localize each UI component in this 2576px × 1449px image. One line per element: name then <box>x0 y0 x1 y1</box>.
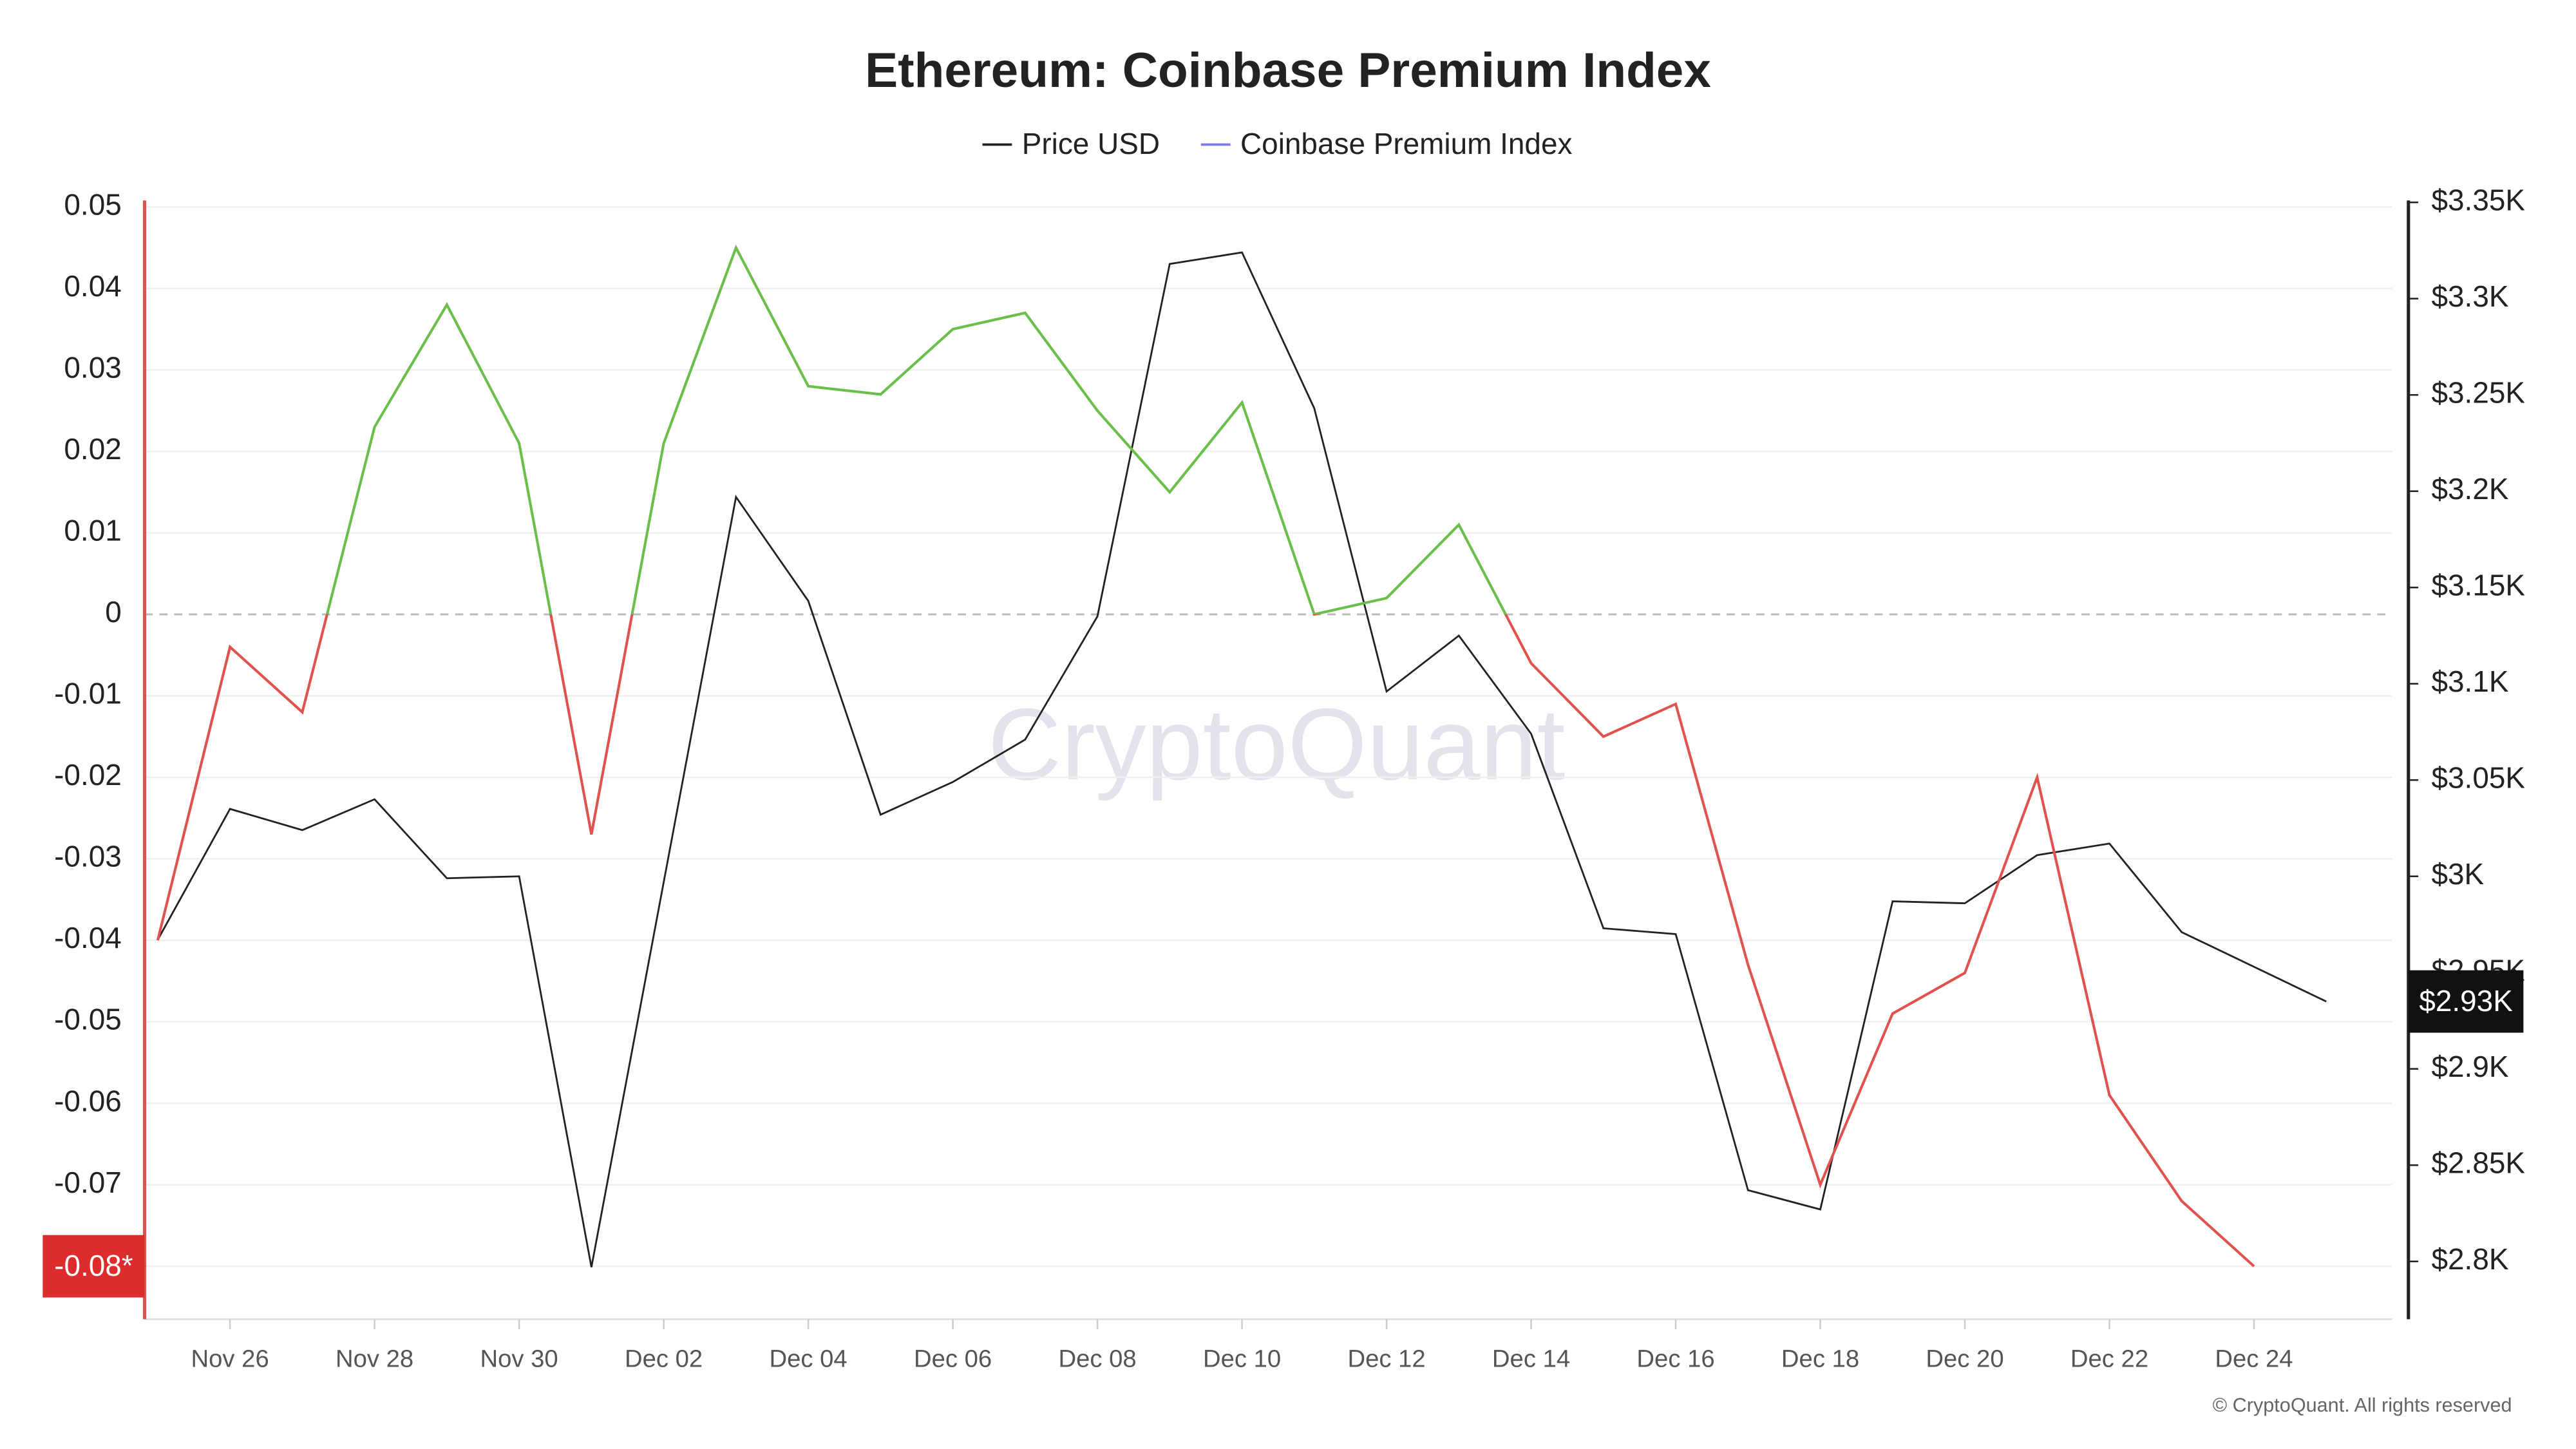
y-tick-label: 0.03 <box>64 351 121 384</box>
y-tick-label: 0.01 <box>64 514 121 547</box>
y-tick-label: -0.03 <box>54 840 122 873</box>
y2-tick-label: $3.3K <box>2432 279 2509 313</box>
price-line <box>156 251 2327 1267</box>
y2-tick-label: $2.85K <box>2432 1146 2526 1179</box>
y2-tick-label: $3.2K <box>2432 472 2509 506</box>
y-tick-label: -0.01 <box>54 677 122 710</box>
x-tick-label: Nov 26 <box>191 1345 269 1372</box>
footer: © CryptoQuant. All rights reserved <box>2213 1394 2512 1416</box>
x-tick-label: Dec 02 <box>625 1345 703 1372</box>
x-tick-label: Dec 10 <box>1203 1345 1281 1372</box>
y-tick-label: -0.07 <box>54 1166 122 1199</box>
price-tag-label: $2.93K <box>2419 984 2513 1018</box>
y-tick-label: -0.05 <box>54 1003 122 1036</box>
x-tick-label: Dec 24 <box>2215 1345 2293 1372</box>
y-tick-label: 0.02 <box>64 432 121 466</box>
y-tick-label: 0 <box>105 595 122 629</box>
x-tick-label: Nov 30 <box>480 1345 558 1372</box>
y-tick-label: -0.02 <box>54 758 122 791</box>
y2-tick-label: $3.25K <box>2432 375 2526 409</box>
premium-tag-label: -0.08* <box>54 1249 133 1282</box>
premium-line-positive <box>325 244 1508 614</box>
chart-title: Ethereum: Coinbase Premium Index <box>865 43 1711 98</box>
premium-tag <box>43 1235 145 1298</box>
y-tick-label: 0.04 <box>64 269 121 303</box>
x-tick-label: Dec 14 <box>1492 1345 1570 1372</box>
x-tick-label: Dec 08 <box>1058 1345 1136 1372</box>
y-tick-label: -0.04 <box>54 921 122 954</box>
y2-tick-label: $3.35K <box>2432 183 2526 216</box>
y2-tick-label: $2.9K <box>2432 1050 2509 1083</box>
x-tick-label: Dec 06 <box>914 1345 992 1372</box>
x-tick-label: Dec 04 <box>770 1345 848 1372</box>
y2-tick-label: $3.05K <box>2432 761 2526 794</box>
x-tick-label: Dec 12 <box>1347 1345 1425 1372</box>
x-tick-label: Dec 22 <box>2070 1345 2148 1372</box>
x-tick-label: Nov 28 <box>336 1345 413 1372</box>
y2-tick-label: $3.15K <box>2432 568 2526 601</box>
watermark: CryptoQuant <box>988 687 1566 801</box>
x-tick-label: Dec 20 <box>1926 1345 2003 1372</box>
premium-line-negative <box>156 614 2255 1267</box>
x-tick-label: Dec 16 <box>1636 1345 1714 1372</box>
x-tick-label: Dec 18 <box>1781 1345 1859 1372</box>
legend-label: Coinbase Premium Index <box>1240 127 1572 160</box>
y-tick-label: 0.05 <box>64 187 121 221</box>
y2-tick-label: $2.8K <box>2432 1242 2509 1276</box>
y2-tick-label: $3.1K <box>2432 665 2509 698</box>
price-tag <box>2408 970 2524 1033</box>
y-tick-label: -0.06 <box>54 1084 122 1117</box>
y2-tick-label: $3K <box>2432 857 2485 891</box>
legend-label: Price USD <box>1022 127 1160 160</box>
